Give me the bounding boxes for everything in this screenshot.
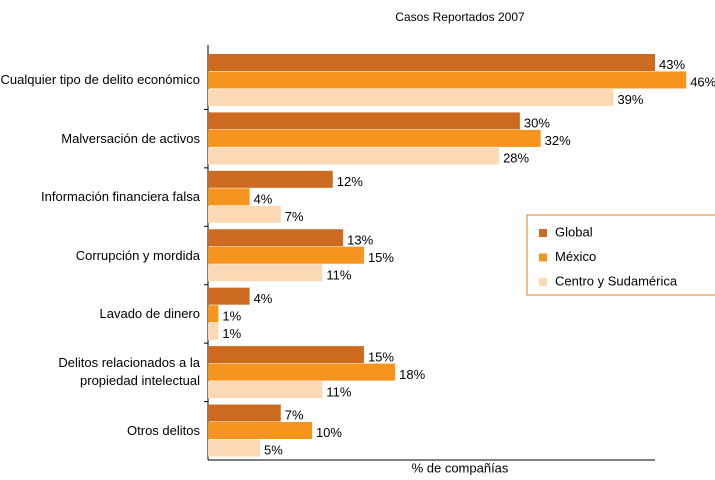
legend-label: México [555, 249, 596, 264]
bar [208, 170, 333, 188]
value-label: 4% [254, 192, 273, 207]
y-tick-label: Delitos relacionados a la propiedad inte… [58, 355, 200, 389]
value-label: 11% [326, 267, 351, 282]
bar [208, 381, 323, 399]
y-tick-label: Lavado de dinero [99, 305, 200, 321]
bar [208, 112, 520, 130]
bar [208, 229, 344, 247]
value-label: 46% [690, 75, 715, 90]
legend-label: Global [555, 224, 593, 239]
bar [208, 71, 687, 89]
legend-swatch [539, 229, 547, 237]
value-label: 10% [316, 425, 342, 440]
value-label: 7% [285, 408, 304, 423]
legend-box [526, 214, 715, 296]
value-label: 11% [326, 384, 351, 399]
bar [208, 322, 219, 340]
bar [208, 363, 396, 381]
legend-swatch [539, 278, 547, 286]
y-tick-label: Otros delitos [127, 422, 200, 438]
bar [208, 188, 250, 206]
value-label: 15% [368, 250, 394, 265]
bar [208, 404, 281, 422]
bar [208, 264, 323, 282]
value-label: 15% [368, 349, 394, 364]
x-axis-label: % de compañías [412, 460, 509, 475]
value-label: 28% [503, 151, 529, 166]
value-label: 1% [222, 308, 241, 323]
bar [208, 129, 541, 147]
legend-label: Centro y Sudamérica [555, 273, 678, 288]
bar [208, 53, 656, 71]
value-label: 13% [347, 232, 373, 247]
bar [208, 246, 364, 264]
y-tick-label: Malversación de activos [61, 130, 200, 146]
value-label: 18% [399, 367, 425, 382]
legend-swatch [539, 253, 547, 262]
y-tick-label: Cualquier tipo de delito económico [0, 72, 200, 88]
y-tick-label: Información financiera falsa [41, 189, 200, 205]
value-label: 39% [617, 92, 643, 107]
bar [208, 422, 312, 440]
bar [208, 439, 260, 457]
y-tick-label: Corrupción y mordida [75, 247, 200, 263]
bar [208, 287, 250, 305]
value-label: 7% [285, 209, 304, 224]
value-label: 4% [254, 291, 273, 306]
value-label: 12% [337, 174, 363, 189]
value-label: 43% [659, 57, 685, 72]
chart-title: Casos Reportados 2007 [395, 10, 525, 24]
bar [208, 346, 364, 364]
value-label: 1% [222, 326, 241, 341]
bar [208, 147, 500, 165]
bar [208, 305, 219, 323]
value-label: 32% [545, 133, 571, 148]
value-label: 30% [524, 116, 550, 131]
bar [208, 205, 281, 223]
value-label: 5% [264, 443, 283, 458]
bar [208, 88, 614, 106]
